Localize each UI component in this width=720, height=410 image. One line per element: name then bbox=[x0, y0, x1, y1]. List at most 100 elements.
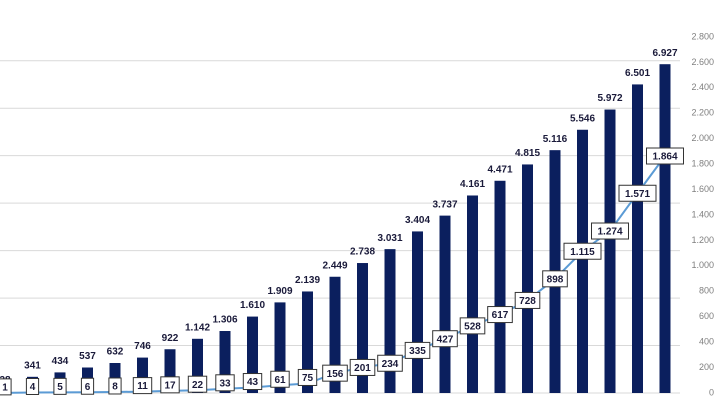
bar bbox=[247, 316, 258, 393]
line-label-box bbox=[591, 222, 629, 240]
line-label-box bbox=[297, 368, 318, 386]
line-value-label: 11 bbox=[137, 381, 148, 392]
line-value-label: 33 bbox=[219, 378, 231, 389]
line-label-box bbox=[0, 378, 12, 396]
bar-value-label: 3.031 bbox=[377, 233, 402, 244]
bar-value-label: 4.815 bbox=[515, 148, 540, 159]
y2-tick-label: 600 bbox=[699, 311, 714, 321]
bar-value-label: 6.927 bbox=[652, 48, 677, 59]
line-label-box bbox=[53, 377, 67, 395]
bar-value-label: 6.501 bbox=[625, 68, 650, 79]
line-value-label: 1.274 bbox=[597, 227, 622, 238]
bar bbox=[494, 180, 506, 393]
bar-value-label: 1.610 bbox=[240, 300, 265, 311]
line-label-box bbox=[132, 377, 153, 395]
line-label-box bbox=[432, 330, 458, 348]
line-value-label: 17 bbox=[164, 380, 176, 391]
line-value-label: 6 bbox=[85, 382, 91, 393]
line-label-box bbox=[25, 377, 40, 395]
bar bbox=[412, 231, 423, 393]
bar bbox=[659, 64, 671, 394]
bar-value-label: 434 bbox=[52, 356, 69, 367]
line-label-box bbox=[404, 341, 431, 359]
bar bbox=[522, 164, 533, 393]
bar bbox=[439, 215, 451, 393]
line-value-label: 427 bbox=[437, 334, 454, 345]
line-value-label: 234 bbox=[382, 359, 399, 370]
line-value-label: 201 bbox=[354, 363, 371, 374]
bar bbox=[467, 195, 478, 393]
line-value-label: 8 bbox=[112, 382, 118, 393]
y2-tick-label: 2.600 bbox=[691, 57, 714, 67]
line-value-label: 1.115 bbox=[570, 247, 595, 258]
line-value-label: 5 bbox=[57, 382, 63, 393]
line-value-label: 75 bbox=[302, 373, 314, 384]
bar bbox=[192, 338, 203, 393]
bar-value-label: 2.139 bbox=[295, 275, 320, 286]
bar bbox=[137, 357, 148, 393]
line-label-box bbox=[542, 270, 568, 288]
bar-value-label: 746 bbox=[134, 341, 151, 352]
line-label-box bbox=[187, 375, 208, 393]
y2-tick-label: 2.000 bbox=[691, 133, 714, 143]
line-label-box bbox=[377, 354, 403, 372]
bar-value-label: 5.116 bbox=[543, 134, 568, 145]
bar-value-label: 1.142 bbox=[185, 322, 210, 333]
line-value-label: 43 bbox=[247, 377, 259, 388]
line-value-label: 1 bbox=[2, 383, 8, 394]
line-value-label: 156 bbox=[327, 369, 344, 380]
bar-value-label: 3.737 bbox=[432, 199, 457, 210]
y2-tick-label: 1.800 bbox=[691, 159, 714, 169]
bar-value-label: 3.404 bbox=[405, 215, 430, 226]
bar bbox=[357, 263, 368, 393]
line-label-box bbox=[514, 291, 541, 309]
line-label-box bbox=[160, 376, 180, 394]
line-value-label: 1.571 bbox=[625, 189, 650, 200]
line-value-label: 335 bbox=[409, 346, 426, 357]
bar-value-label: 4.471 bbox=[487, 164, 512, 175]
line-label-box bbox=[108, 377, 122, 395]
bar bbox=[577, 129, 588, 393]
bar-value-label: 1.909 bbox=[267, 286, 292, 297]
line-value-label: 617 bbox=[492, 310, 509, 321]
y2-tick-label: 400 bbox=[699, 337, 714, 347]
bar bbox=[164, 349, 176, 393]
bar-value-label: 4.161 bbox=[460, 179, 485, 190]
line-label-box bbox=[487, 306, 513, 324]
bar bbox=[632, 84, 643, 394]
y2-tick-label: 2.800 bbox=[691, 31, 714, 41]
bar bbox=[302, 291, 313, 393]
bar bbox=[384, 249, 396, 393]
bar bbox=[604, 109, 616, 394]
line-label-box bbox=[242, 373, 263, 391]
line-value-label: 898 bbox=[547, 274, 564, 285]
y2-tick-label: 2.200 bbox=[691, 108, 714, 118]
bar bbox=[274, 302, 286, 393]
y2-tick-label: 200 bbox=[699, 362, 714, 372]
line-value-label: 1.864 bbox=[652, 152, 677, 163]
bar-value-label: 5.546 bbox=[570, 113, 595, 124]
line-value-label: 528 bbox=[464, 322, 481, 333]
bar-value-label: 537 bbox=[79, 351, 96, 362]
bar-value-label: 632 bbox=[107, 347, 124, 358]
line-label-box bbox=[563, 242, 602, 260]
line-value-label: 61 bbox=[274, 375, 286, 386]
y2-tick-label: 1.400 bbox=[691, 209, 714, 219]
y2-tick-label: 1.000 bbox=[691, 260, 714, 270]
y2-tick-label: 0 bbox=[709, 387, 714, 397]
line-label-box bbox=[618, 184, 657, 202]
bar-value-label: 922 bbox=[162, 333, 179, 344]
bar-value-label: 341 bbox=[24, 360, 41, 371]
y2-tick-label: 1.200 bbox=[691, 235, 714, 245]
line-label-box bbox=[459, 317, 486, 335]
line-label-box bbox=[646, 147, 684, 165]
line-label-box bbox=[215, 374, 235, 392]
bar bbox=[329, 276, 341, 393]
bar bbox=[219, 331, 231, 393]
line-label-box bbox=[80, 377, 95, 395]
line-label-box bbox=[270, 370, 290, 388]
bar-value-label: 5.972 bbox=[597, 93, 622, 104]
y2-tick-label: 1.600 bbox=[691, 184, 714, 194]
bar-value-label: 2.449 bbox=[322, 260, 347, 271]
line-value-label: 4 bbox=[30, 382, 36, 393]
